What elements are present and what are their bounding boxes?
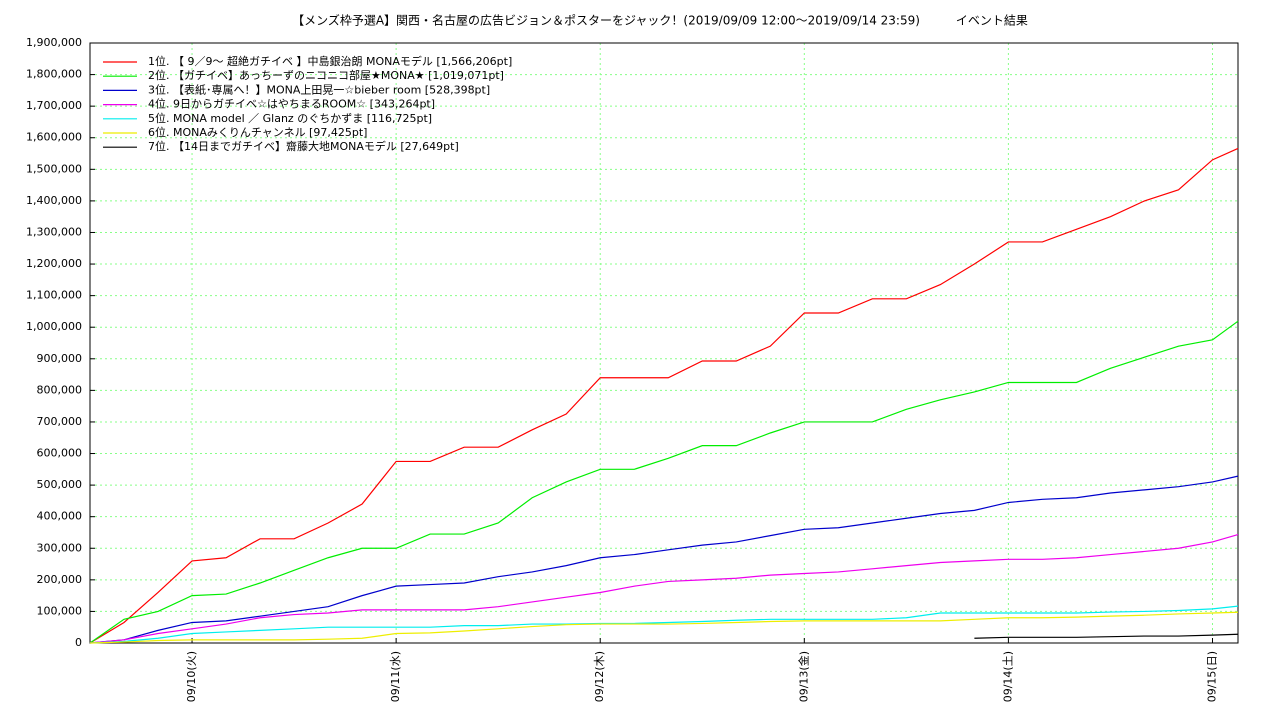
legend-label: 3位. 【表紙･専属へ！】MONA上田晃一☆bieber room [528,3…	[148, 82, 490, 96]
y-tick-label: 400,000	[37, 510, 83, 523]
x-tick-label: 09/11(水)	[389, 651, 402, 702]
series-line	[89, 534, 1239, 644]
series-line	[974, 633, 1239, 639]
y-tick-label: 1,600,000	[26, 131, 82, 144]
y-tick-label: 900,000	[37, 352, 83, 365]
y-tick-label: 0	[75, 636, 82, 649]
legend-label: 7位. 【14日までガチイベ】齋藤大地MONAモデル [27,649pt]	[148, 139, 459, 153]
x-tick-label: 09/13(金)	[796, 651, 810, 702]
y-tick-label: 1,800,000	[26, 68, 82, 81]
legend-label: 5位. MONA model ／ Glanz のぐちかずま [116,725pt…	[148, 111, 432, 125]
y-tick-label: 1,100,000	[26, 289, 82, 302]
y-tick-label: 200,000	[37, 573, 83, 586]
y-tick-label: 1,500,000	[26, 162, 82, 175]
series-line	[89, 611, 1239, 644]
y-tick-label: 1,000,000	[26, 320, 82, 333]
plot-frame	[89, 42, 1239, 644]
legend-label: 2位. 【ガチイベ】あっちーずのニコニコ部屋★MONA★ [1,019,071p…	[148, 68, 504, 82]
y-tick-label: 700,000	[37, 415, 83, 428]
series-line	[89, 475, 1239, 644]
legend-label: 4位. 9日からガチイベ☆はやちまるROOM☆ [343,264pt]	[148, 97, 435, 111]
y-tick-label: 1,700,000	[26, 99, 82, 112]
y-tick-label: 500,000	[37, 478, 83, 491]
x-tick-label: 09/10(火)	[185, 651, 198, 702]
y-tick-label: 300,000	[37, 541, 83, 554]
x-tick-label: 09/14(土)	[1001, 651, 1014, 702]
y-tick-label: 100,000	[37, 604, 83, 617]
y-tick-label: 800,000	[37, 383, 83, 396]
y-tick-label: 1,400,000	[26, 194, 82, 207]
series-line	[89, 320, 1239, 644]
y-tick-label: 600,000	[37, 447, 83, 460]
series-line	[89, 605, 1239, 644]
series-line	[89, 147, 1239, 644]
y-tick-label: 1,300,000	[26, 225, 82, 238]
chart-title: 【メンズ枠予選A】関西・名古屋の広告ビジョン＆ポスターをジャック！(2019/0…	[292, 13, 1028, 28]
legend-label: 1位. 【 9／9～ 超絶ガチイベ 】中島銀治朗 MONAモデル [1,566,…	[148, 54, 512, 68]
x-tick-label: 09/12(木)	[593, 651, 606, 702]
y-tick-label: 1,200,000	[26, 257, 82, 270]
x-tick-label: 09/15(日)	[1205, 651, 1218, 702]
y-tick-label: 1,900,000	[26, 36, 82, 49]
legend-label: 6位. MONAみくりんチャンネル [97,425pt]	[148, 125, 367, 139]
